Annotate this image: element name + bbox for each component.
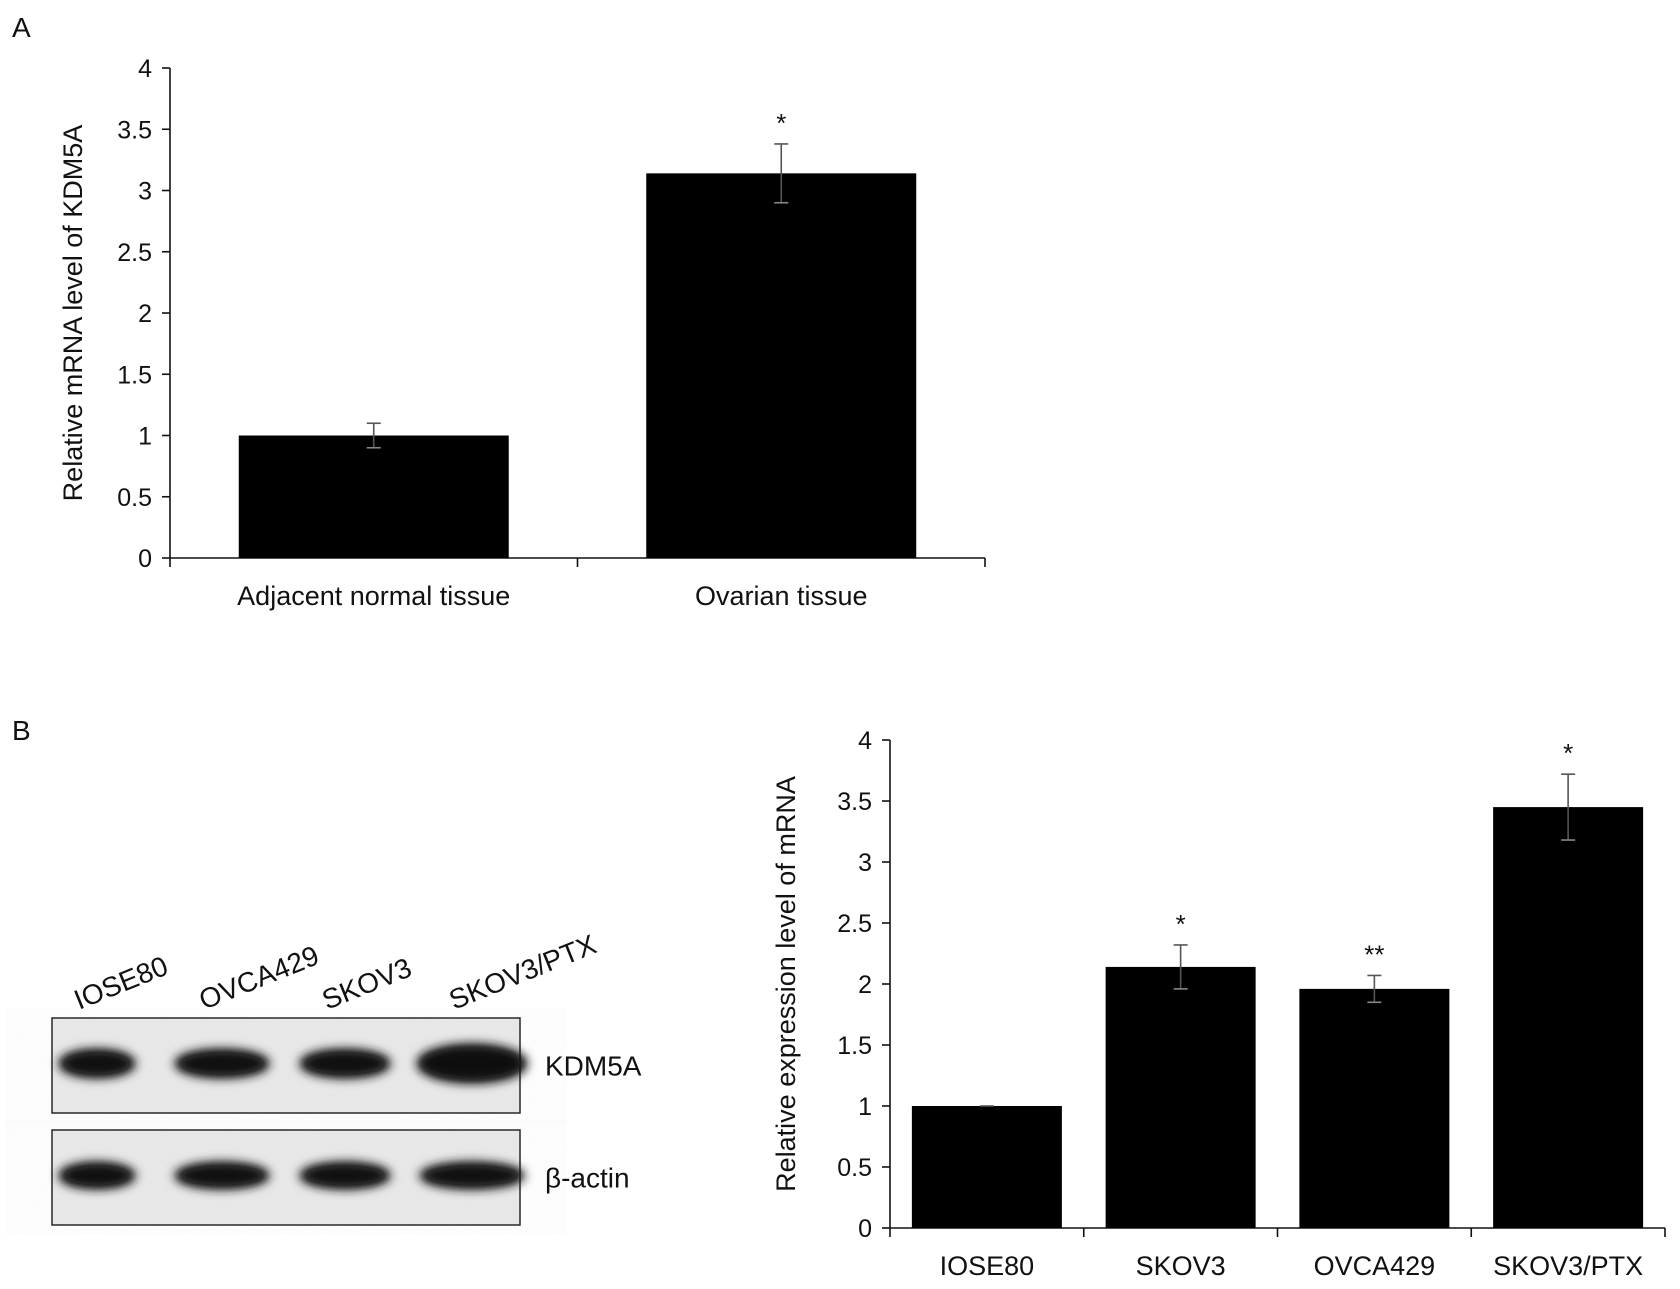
blot-band-core [422,1048,522,1079]
x-category-label: SKOV3/PTX [1493,1251,1643,1281]
y-tick-label: 3 [138,178,152,206]
significance-mark: * [776,108,786,138]
y-tick-label: 3 [858,849,872,877]
blot-band-core [64,1166,130,1185]
blot-band-core [305,1166,385,1185]
y-tick-label: 1 [138,423,152,451]
y-tick-label: 1 [858,1093,872,1121]
y-tick-label: 4 [858,727,872,755]
blot-band-core [180,1166,264,1185]
chart-a: 0 0.5 1 1.5 2 2.5 3 3.5 4 Relative mRNA level of … [58,55,986,611]
y-tick-label: 4 [138,55,152,83]
bar [1299,988,1450,1228]
x-category-label: Adjacent normal tissue [237,581,510,611]
blot-lane-label: SKOV3 [318,952,416,1016]
y-tick-label: 0 [138,545,152,573]
significance-mark: * [1176,909,1186,939]
y-tick-label: 2.5 [837,910,872,938]
x-category-label: OVCA429 [1314,1251,1436,1281]
blot-band-core [180,1053,264,1074]
bar [1105,966,1256,1228]
bar [238,435,509,558]
y-tick-label: 2 [138,300,152,328]
y-tick-label: 1.5 [837,1032,872,1060]
blot-band-core [305,1053,385,1074]
blot-row-label: KDM5A [545,1051,642,1082]
x-category-label: SKOV3 [1136,1251,1226,1281]
blot-band-core [64,1053,130,1074]
bar [911,1106,1062,1228]
y-tick-label: 3.5 [837,788,872,816]
blot-lane-label: OVCA429 [195,940,324,1016]
y-tick-label: 0.5 [117,484,152,512]
blot-lane-label: IOSE80 [70,950,173,1015]
x-category-label: Ovarian tissue [695,581,868,611]
y-axis-title: Relative expression level of mRNA [771,776,801,1192]
y-axis-title: Relative mRNA level of KDM5A [58,125,88,502]
blot-row-label: β-actin [545,1163,630,1194]
y-tick-label: 3.5 [117,116,152,144]
blot-lane-label: SKOV3/PTX [445,928,601,1015]
chart-b: 0 0.5 1 1.5 2 2.5 3 3.5 4 Relative expression lev… [771,727,1666,1281]
panel-b-label: B [12,715,31,746]
bar [1493,807,1644,1228]
y-tick-label: 0 [858,1215,872,1243]
blot-band-core [425,1166,519,1185]
panel-a-label: A [12,12,31,43]
significance-mark: * [1563,738,1573,768]
significance-mark: ** [1364,939,1384,969]
y-tick-label: 2.5 [117,239,152,267]
y-tick-label: 2 [858,971,872,999]
y-tick-label: 1.5 [117,361,152,389]
x-category-label: IOSE80 [940,1251,1035,1281]
bar [646,173,917,558]
y-tick-label: 0.5 [837,1154,872,1182]
